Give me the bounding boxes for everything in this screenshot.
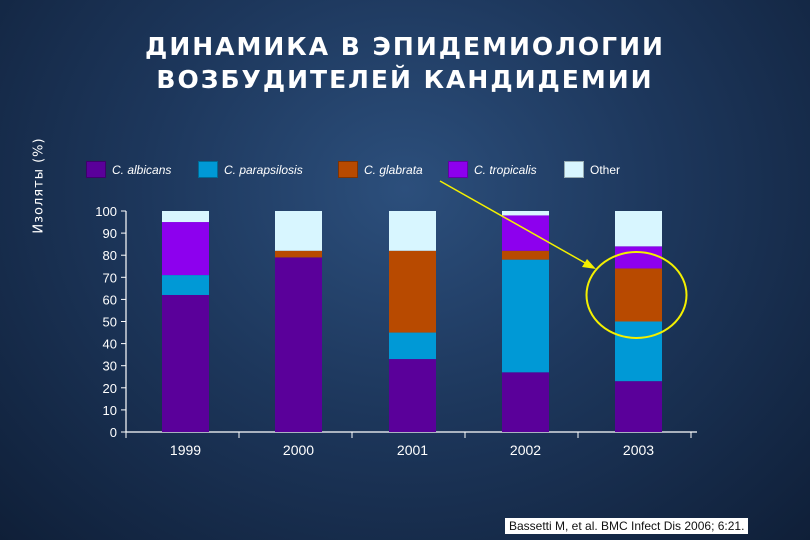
legend-swatch — [86, 161, 106, 178]
legend-label: C. parapsilosis — [224, 162, 303, 177]
bar-segment — [389, 211, 436, 251]
y-tick-label: 80 — [103, 248, 117, 263]
bar-segment — [615, 268, 662, 322]
bar-segment — [275, 250, 322, 258]
legend-item: C. tropicalis — [448, 161, 537, 178]
bar-segment — [502, 215, 549, 251]
x-category-label: 2001 — [397, 442, 428, 458]
legend-label: C. tropicalis — [474, 162, 537, 177]
y-tick-label: 30 — [103, 359, 117, 374]
x-category-label: 2002 — [510, 442, 541, 458]
legend-label: Other — [590, 162, 621, 177]
y-tick-label: 20 — [103, 381, 117, 396]
legend-item: C. albicans — [86, 161, 171, 178]
bar-segment — [162, 275, 209, 295]
bar-segment — [615, 246, 662, 269]
legend-label: C. albicans — [112, 162, 172, 177]
y-tick-label: 40 — [103, 337, 117, 352]
legend-swatch — [198, 161, 218, 178]
legend-swatch — [448, 161, 468, 178]
bar-segment — [162, 222, 209, 276]
bar-segment — [162, 211, 209, 223]
bar-segment — [389, 359, 436, 432]
y-tick-label: 50 — [103, 315, 117, 330]
bar-segment — [389, 332, 436, 360]
annotation-arrow-line — [439, 180, 588, 265]
bar-segment — [275, 211, 322, 251]
legend-item: C. parapsilosis — [198, 161, 303, 178]
bar-segment — [502, 211, 549, 216]
y-tick-label: 70 — [103, 270, 117, 285]
x-category-label: 2003 — [623, 442, 654, 458]
x-category-label: 2000 — [283, 442, 314, 458]
y-tick-label: 60 — [103, 292, 117, 307]
bar-segment — [389, 250, 436, 333]
annotation-arrow-head — [582, 259, 596, 269]
y-tick-label: 90 — [103, 226, 117, 241]
legend-swatch — [338, 161, 358, 178]
citation: Bassetti M, et al. BMC Infect Dis 2006; … — [505, 518, 749, 534]
highlight-ellipse — [585, 251, 688, 339]
bar-segment — [615, 321, 662, 382]
bar-segment — [275, 257, 322, 432]
chart-title-line-2: ВОЗБУДИТЕЛЕЙ КАНДИДЕМИИ — [156, 65, 654, 94]
legend-item: Other — [564, 161, 620, 178]
bar-segment — [615, 381, 662, 432]
legend-label: C. glabrata — [364, 162, 423, 177]
legend-item: C. glabrata — [338, 161, 423, 178]
chart-title-line-1: ДИНАМИКА В ЭПИДЕМИОЛОГИИ — [145, 32, 665, 61]
bar-segment — [162, 294, 209, 432]
legend-swatch — [564, 161, 584, 178]
y-tick-label: 10 — [103, 403, 117, 418]
bar-segment — [502, 372, 549, 432]
y-tick-label: 100 — [95, 204, 117, 219]
y-tick-label: 0 — [110, 425, 117, 440]
bar-segment — [615, 211, 662, 247]
bar-segment — [502, 250, 549, 260]
bar-segment — [502, 259, 549, 373]
x-category-label: 1999 — [170, 442, 201, 458]
